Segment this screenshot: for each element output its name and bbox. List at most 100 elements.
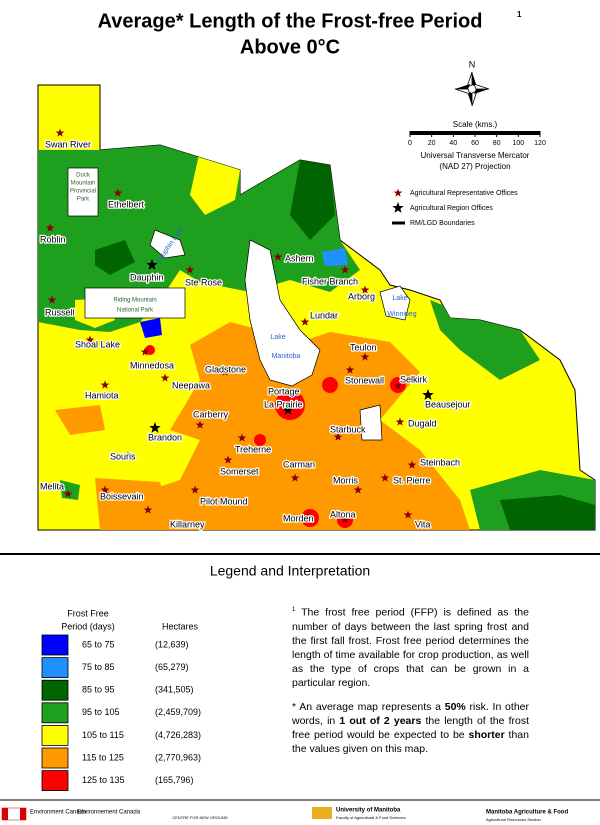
place-label: Dauphin bbox=[130, 272, 164, 282]
park bbox=[67, 167, 99, 217]
office-marker bbox=[340, 265, 350, 274]
map-legend-label: Agricultural Region Offices bbox=[410, 205, 493, 212]
legend-swatch bbox=[41, 634, 69, 656]
office-marker bbox=[223, 455, 233, 464]
office-marker bbox=[185, 265, 195, 274]
place-label: Pilot Mound bbox=[200, 496, 248, 506]
footer: Environment Canada Environnement Canada … bbox=[1, 807, 568, 822]
office-marker bbox=[380, 473, 390, 482]
legend-swatch bbox=[41, 725, 69, 746]
place-label: Beausejour bbox=[425, 399, 471, 409]
place-label: Killarney bbox=[170, 519, 205, 529]
place-label: La Prairie bbox=[264, 399, 303, 409]
office-marker bbox=[63, 489, 73, 498]
legend-hectares: (165,796) bbox=[155, 775, 194, 785]
scale-tick-label: 40 bbox=[449, 140, 457, 147]
logo-text: Agricultural Resources Section bbox=[486, 817, 541, 822]
place-label: Ethelbert bbox=[108, 199, 145, 209]
logo-text: CENTRE FOR NEW GROUND bbox=[172, 815, 227, 820]
place-label: Starbuck bbox=[330, 424, 366, 434]
ffp-zone bbox=[322, 377, 338, 393]
legend-column-header: Period (days) bbox=[61, 621, 115, 631]
office-marker bbox=[100, 380, 110, 389]
place-label: Brandon bbox=[148, 432, 182, 442]
park-label: Riding Mountain bbox=[113, 298, 156, 304]
office-marker bbox=[282, 404, 294, 415]
office-marker bbox=[143, 505, 153, 514]
place-label: Ste Rose bbox=[185, 277, 222, 287]
scale-tick-label: 20 bbox=[428, 140, 436, 147]
place-label: Melita bbox=[40, 481, 64, 491]
legend-hectares: (341,505) bbox=[155, 685, 194, 695]
office-marker bbox=[146, 259, 158, 270]
place-label: Somerset bbox=[220, 466, 259, 476]
place-label: Lundar bbox=[310, 310, 338, 320]
park-label: Mountain bbox=[71, 181, 96, 187]
office-marker bbox=[47, 295, 57, 304]
place-label: Altona bbox=[330, 509, 356, 519]
logo-text: Environnement Canada bbox=[77, 810, 141, 816]
map-legend-label: Agricultural Representative Offices bbox=[410, 190, 518, 197]
scale-tick-label: 100 bbox=[512, 140, 524, 147]
office-marker bbox=[407, 460, 417, 469]
legend-heading: Legend and Interpretation bbox=[210, 563, 370, 579]
notes: 1 The frost free period (FFP) is defined… bbox=[292, 603, 529, 766]
park-label: National Park bbox=[117, 308, 154, 314]
place-label: Steinbach bbox=[420, 457, 460, 467]
park-label: Duck bbox=[76, 173, 91, 179]
place-label: Shoal Lake bbox=[75, 339, 120, 349]
legend-range: 75 to 85 bbox=[82, 662, 115, 672]
legend-hectares: (2,770,963) bbox=[155, 752, 201, 762]
legend-range: 105 to 115 bbox=[82, 730, 124, 740]
office-marker bbox=[422, 389, 434, 400]
office-marker bbox=[403, 510, 413, 519]
note-paragraph: * An average map represents a 50% risk. … bbox=[292, 700, 529, 756]
ffp-zone bbox=[322, 248, 348, 266]
place-label: Selkirk bbox=[400, 374, 428, 384]
legend-swatch bbox=[41, 702, 69, 724]
office-marker bbox=[290, 473, 300, 482]
office-marker bbox=[303, 512, 313, 521]
office-marker bbox=[190, 485, 200, 494]
ffp-zone bbox=[140, 318, 162, 338]
office-marker bbox=[353, 485, 363, 494]
place-label: Treherne bbox=[235, 444, 271, 454]
ffp-zone bbox=[301, 509, 319, 527]
office-marker bbox=[55, 128, 65, 137]
ffp-zone bbox=[275, 390, 305, 420]
legend-hectares: (4,726,283) bbox=[155, 730, 201, 740]
place-label: Hamiota bbox=[85, 390, 119, 400]
place-label: Carman bbox=[283, 459, 315, 469]
note-text: * An average map represents a bbox=[292, 700, 445, 713]
scale-title: Scale (kms.) bbox=[453, 120, 498, 129]
place-label: Vita bbox=[415, 519, 430, 529]
place-label: Arborg bbox=[348, 291, 375, 301]
office-marker bbox=[273, 252, 283, 261]
legend-swatch bbox=[41, 747, 69, 769]
ffp-zone bbox=[145, 345, 155, 355]
legend-swatch bbox=[41, 770, 69, 791]
compass: N bbox=[454, 59, 490, 107]
logo-text: Faculty of Agricultural & Food Sciences bbox=[336, 815, 406, 820]
place-label: Swan River bbox=[45, 139, 91, 149]
park-label: Provincial bbox=[70, 189, 96, 195]
legend-range: 65 to 75 bbox=[82, 639, 115, 649]
logo-text: University of Manitoba bbox=[336, 808, 401, 814]
place-label: Morden bbox=[283, 513, 314, 523]
office-marker bbox=[160, 373, 170, 382]
water-label: Lake bbox=[270, 334, 285, 341]
legend-hectares: (2,459,709) bbox=[155, 707, 201, 717]
scale-tick-label: 120 bbox=[534, 140, 546, 147]
note-text: the length of the frost free period woul… bbox=[292, 714, 529, 741]
office-marker bbox=[360, 352, 370, 361]
water-body bbox=[359, 404, 383, 441]
office-marker bbox=[45, 223, 55, 232]
title-line-2: Above 0°C bbox=[240, 36, 340, 58]
office-marker bbox=[123, 451, 133, 460]
place-label: Dugald bbox=[408, 418, 437, 428]
park-label: Park bbox=[77, 197, 90, 203]
place-label: Neepawa bbox=[172, 380, 210, 390]
scale-tick-label: 60 bbox=[471, 140, 479, 147]
note-paragraph: 1 The frost free period (FFP) is defined… bbox=[292, 603, 529, 690]
